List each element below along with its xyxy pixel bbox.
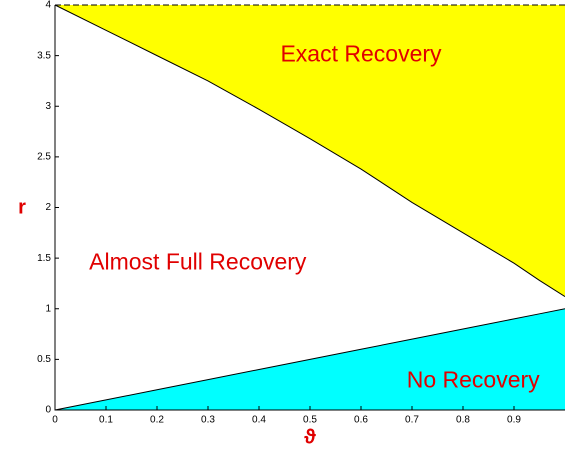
boundary-line bbox=[54, 4, 565, 298]
x-tick-label: 0.2 bbox=[150, 415, 164, 426]
x-axis-label: ϑ bbox=[304, 426, 316, 448]
y-tick-label: 4 bbox=[45, 0, 51, 11]
x-tick-label: 0.4 bbox=[252, 415, 266, 426]
y-tick-label: 2.5 bbox=[37, 152, 51, 163]
annotation: Exact Recovery bbox=[280, 41, 442, 67]
annotation: No Recovery bbox=[407, 367, 540, 393]
y-axis-label: r bbox=[18, 196, 26, 218]
y-tick-label: 3 bbox=[45, 101, 51, 112]
area bbox=[55, 5, 565, 297]
y-tick-label: 3.5 bbox=[37, 50, 51, 61]
x-tick-label: 0.6 bbox=[354, 415, 368, 426]
y-tick-label: 2 bbox=[45, 202, 51, 213]
y-tick-label: 1 bbox=[45, 303, 51, 314]
x-tick-label: 0 bbox=[52, 415, 58, 426]
x-tick-label: 0.5 bbox=[303, 415, 317, 426]
y-tick-label: 0.5 bbox=[37, 354, 51, 365]
annotation: Almost Full Recovery bbox=[89, 248, 307, 274]
x-tick-label: 0.7 bbox=[405, 415, 419, 426]
y-tick-label: 0 bbox=[45, 405, 51, 416]
boundary-line bbox=[54, 308, 565, 411]
x-tick-label: 0.1 bbox=[99, 415, 113, 426]
y-tick-label: 1.5 bbox=[37, 253, 51, 264]
x-tick-label: 0.9 bbox=[507, 415, 521, 426]
x-tick-label: 0.8 bbox=[456, 415, 470, 426]
x-tick-label: 0.3 bbox=[201, 415, 215, 426]
